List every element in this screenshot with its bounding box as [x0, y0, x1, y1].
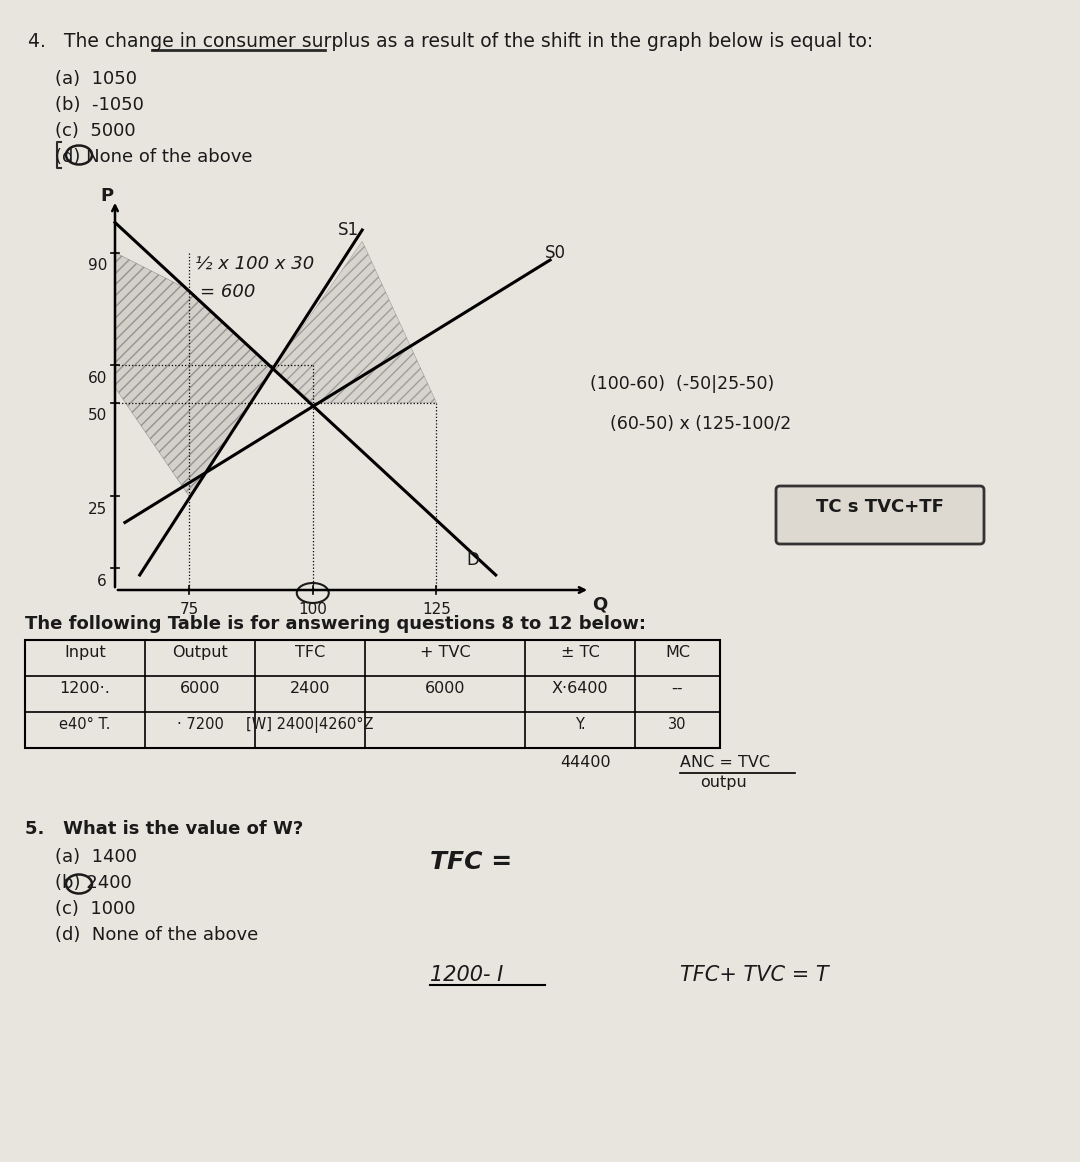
Text: 6000: 6000 [179, 681, 220, 696]
Text: S0: S0 [545, 244, 566, 263]
Text: 1200·.: 1200·. [59, 681, 110, 696]
Text: TFC =: TFC = [430, 849, 512, 874]
Text: 25: 25 [87, 502, 107, 517]
Text: MC: MC [665, 645, 690, 660]
Text: 6000: 6000 [424, 681, 465, 696]
Text: 50: 50 [87, 409, 107, 423]
Text: 1200- I: 1200- I [430, 964, 503, 985]
Text: ± TC: ± TC [561, 645, 599, 660]
Text: 6: 6 [97, 574, 107, 588]
Polygon shape [273, 242, 436, 402]
Text: The following Table is for answering questions 8 to 12 below:: The following Table is for answering que… [25, 615, 646, 633]
Text: 100: 100 [298, 602, 327, 617]
Text: ½ x 100 x 30: ½ x 100 x 30 [195, 254, 314, 273]
Text: TFC: TFC [295, 645, 325, 660]
Text: (100-60)  (-50|25-50): (100-60) (-50|25-50) [590, 375, 774, 393]
Text: TFC+ TVC = T: TFC+ TVC = T [680, 964, 828, 985]
Text: Y.: Y. [575, 717, 585, 732]
Text: 125: 125 [422, 602, 450, 617]
Text: Output: Output [172, 645, 228, 660]
Text: P: P [100, 187, 113, 205]
Text: (d) None of the above: (d) None of the above [55, 148, 253, 166]
Text: Q: Q [592, 595, 608, 614]
Text: 60: 60 [87, 371, 107, 386]
Text: (b)  -1050: (b) -1050 [55, 96, 144, 114]
Text: (c)  1000: (c) 1000 [55, 901, 135, 918]
Text: --: -- [672, 681, 684, 696]
Text: = 600: = 600 [200, 284, 255, 301]
Text: 5.   What is the value of W?: 5. What is the value of W? [25, 820, 303, 838]
Text: (d)  None of the above: (d) None of the above [55, 926, 258, 944]
Text: S1: S1 [338, 221, 359, 239]
Text: 30: 30 [669, 717, 687, 732]
Bar [25, 640, 720, 748]
Text: + TVC: + TVC [420, 645, 470, 660]
Text: TC s TVC+TF: TC s TVC+TF [816, 498, 944, 516]
Polygon shape [114, 252, 273, 496]
Text: D: D [467, 551, 480, 569]
Text: e40° T.: e40° T. [59, 717, 111, 732]
Text: · 7200: · 7200 [176, 717, 224, 732]
Text: 75: 75 [179, 602, 199, 617]
Text: 90: 90 [87, 258, 107, 273]
Text: ANC = TVC: ANC = TVC [680, 755, 770, 770]
Text: 44400: 44400 [561, 755, 610, 770]
Text: outpu: outpu [700, 775, 746, 790]
Text: [W] 2400|4260°Z: [W] 2400|4260°Z [246, 717, 374, 733]
Text: X·6400: X·6400 [552, 681, 608, 696]
Text: (a)  1400: (a) 1400 [55, 848, 137, 866]
FancyBboxPatch shape [777, 486, 984, 544]
Text: (a)  1050: (a) 1050 [55, 70, 137, 88]
Text: 4.   The change in consumer surplus as a result of the shift in the graph below : 4. The change in consumer surplus as a r… [28, 33, 874, 51]
Text: (c)  5000: (c) 5000 [55, 122, 136, 139]
Text: (b) 2400: (b) 2400 [55, 874, 132, 892]
Text: 2400: 2400 [289, 681, 330, 696]
Text: (60-50) x (125-100/2: (60-50) x (125-100/2 [610, 415, 792, 433]
Text: Input: Input [64, 645, 106, 660]
